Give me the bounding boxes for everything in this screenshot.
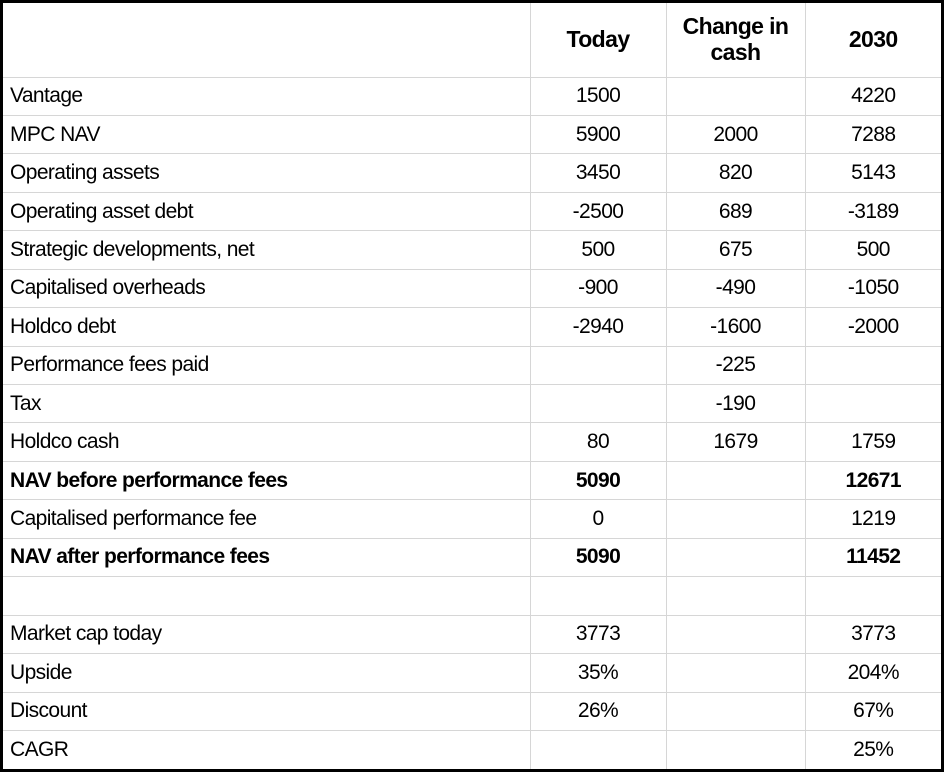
value-2030-cell: 204% (804, 653, 941, 693)
value-2030-cell: 1219 (804, 499, 941, 539)
value-2030-cell: -1050 (804, 268, 941, 309)
table-row: Discount 26% 67% (3, 691, 941, 731)
row-label-cell: Tax (3, 383, 531, 424)
today-value-cell (529, 345, 667, 386)
header-today: Today (529, 3, 667, 78)
today-value-cell: 0 (529, 499, 667, 539)
row-label-cell: Discount (3, 691, 531, 731)
today-value-cell: 500 (529, 230, 667, 270)
table-row: Holdco cash 80 1679 1759 (3, 422, 941, 462)
change-in-cash-value-cell: 2000 (665, 114, 806, 155)
row-label-cell: Holdco debt (3, 307, 531, 347)
today-value-cell: 5090 (529, 460, 667, 501)
today-value-cell: 80 (529, 422, 667, 462)
value-2030-cell: 3773 (804, 614, 941, 655)
today-value-cell (529, 729, 667, 769)
table-row: Market cap today 3773 3773 (3, 614, 941, 655)
today-value-cell: 3773 (529, 614, 667, 655)
value-2030-cell: 11452 (804, 537, 941, 578)
row-label-cell: Strategic developments, net (3, 230, 531, 270)
row-label-cell: Holdco cash (3, 422, 531, 462)
today-value-cell: -2940 (529, 307, 667, 347)
table-row: Operating assets 3450 820 5143 (3, 153, 941, 193)
header-change-in-cash: Change in cash (665, 3, 806, 78)
today-value-cell: 5900 (529, 114, 667, 155)
today-value-cell: -2500 (529, 191, 667, 232)
value-2030-cell: 7288 (804, 114, 941, 155)
value-2030-cell (804, 345, 941, 386)
value-2030-cell: 12671 (804, 460, 941, 501)
change-in-cash-value-cell (665, 499, 806, 539)
table-row: Strategic developments, net 500 675 500 (3, 230, 941, 270)
change-in-cash-value-cell (665, 729, 806, 769)
change-in-cash-value-cell: 675 (665, 230, 806, 270)
value-2030-cell (804, 576, 941, 616)
row-label-cell: NAV before performance fees (3, 460, 531, 501)
table-row: NAV before performance fees 5090 12671 (3, 460, 941, 501)
table-row: Operating asset debt -2500 689 -3189 (3, 191, 941, 232)
change-in-cash-value-cell: -190 (665, 383, 806, 424)
table-row (3, 576, 941, 616)
today-value-cell: 1500 (529, 76, 667, 116)
nav-valuation-table: Today Change in cash 2030 Vantage 1500 422… (3, 3, 941, 769)
today-value-cell (529, 383, 667, 424)
table-row: MPC NAV 5900 2000 7288 (3, 114, 941, 155)
row-label-cell: Operating assets (3, 153, 531, 193)
change-in-cash-value-cell (665, 614, 806, 655)
header-empty-cell (3, 3, 531, 78)
table-row: Upside 35% 204% (3, 653, 941, 693)
today-value-cell: 5090 (529, 537, 667, 578)
value-2030-cell: 1759 (804, 422, 941, 462)
row-label-cell: MPC NAV (3, 114, 531, 155)
value-2030-cell (804, 383, 941, 424)
change-in-cash-value-cell: 820 (665, 153, 806, 193)
change-in-cash-value-cell (665, 460, 806, 501)
table-row: Vantage 1500 4220 (3, 76, 941, 116)
header-row: Today Change in cash 2030 (3, 3, 941, 78)
row-label-cell: Capitalised overheads (3, 268, 531, 309)
table-row: Performance fees paid -225 (3, 345, 941, 386)
today-value-cell (529, 576, 667, 616)
change-in-cash-value-cell: -1600 (665, 307, 806, 347)
row-label-cell: Vantage (3, 76, 531, 116)
header-2030: 2030 (804, 3, 941, 78)
change-in-cash-value-cell (665, 653, 806, 693)
value-2030-cell: -3189 (804, 191, 941, 232)
today-value-cell: 3450 (529, 153, 667, 193)
table-row: Capitalised overheads -900 -490 -1050 (3, 268, 941, 309)
row-label-cell: CAGR (3, 729, 531, 769)
row-label-cell: Performance fees paid (3, 345, 531, 386)
value-2030-cell: 67% (804, 691, 941, 731)
change-in-cash-value-cell: 689 (665, 191, 806, 232)
row-label-cell: Market cap today (3, 614, 531, 655)
change-in-cash-value-cell: -490 (665, 268, 806, 309)
row-label-cell (3, 576, 531, 616)
table-row: Capitalised performance fee 0 1219 (3, 499, 941, 539)
change-in-cash-value-cell (665, 576, 806, 616)
row-label-cell: Upside (3, 653, 531, 693)
change-in-cash-value-cell (665, 537, 806, 578)
value-2030-cell: 5143 (804, 153, 941, 193)
change-in-cash-value-cell (665, 691, 806, 731)
value-2030-cell: 4220 (804, 76, 941, 116)
value-2030-cell: 25% (804, 729, 941, 769)
change-in-cash-value-cell: 1679 (665, 422, 806, 462)
today-value-cell: 35% (529, 653, 667, 693)
table-row: NAV after performance fees 5090 11452 (3, 537, 941, 578)
change-in-cash-value-cell (665, 76, 806, 116)
row-label-cell: NAV after performance fees (3, 537, 531, 578)
today-value-cell: 26% (529, 691, 667, 731)
table-row: CAGR 25% (3, 729, 941, 769)
table-row: Holdco debt -2940 -1600 -2000 (3, 307, 941, 347)
row-label-cell: Capitalised performance fee (3, 499, 531, 539)
value-2030-cell: 500 (804, 230, 941, 270)
value-2030-cell: -2000 (804, 307, 941, 347)
table-row: Tax -190 (3, 383, 941, 424)
row-label-cell: Operating asset debt (3, 191, 531, 232)
today-value-cell: -900 (529, 268, 667, 309)
change-in-cash-value-cell: -225 (665, 345, 806, 386)
